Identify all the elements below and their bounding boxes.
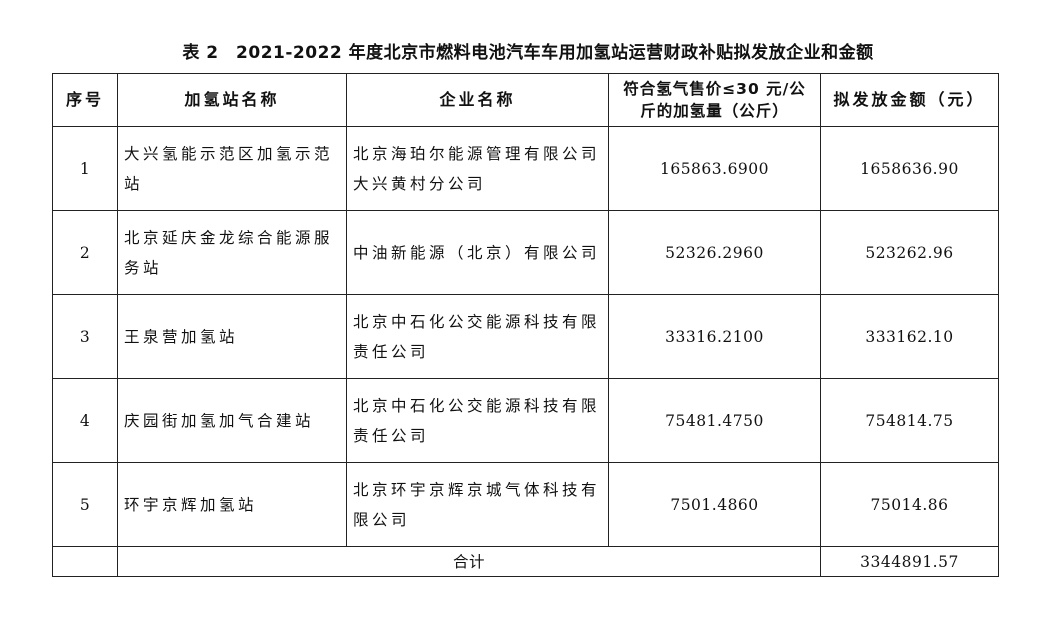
company-name: 北京环宇京辉京城气体科技有 限公司 [346, 462, 609, 547]
row-number: 1 [52, 126, 118, 211]
station-name-line: 站 [124, 174, 144, 193]
total-amount: 3344891.57 [820, 546, 999, 577]
row-number: 3 [52, 294, 118, 379]
table-row: 4 庆园街加氢加气合建站 北京中石化公交能源科技有限 责任公司 75481.4750 75… [52, 378, 999, 463]
company-name-line: 北京中石化公交能源科技有限 [353, 312, 601, 331]
total-label: 合计 [117, 546, 821, 577]
company-name: 中油新能源（北京）有限公司 [346, 210, 609, 295]
hydrogen-amount: 7501.4860 [608, 462, 821, 547]
station-name-line: 大兴氢能示范区加氢示范 [124, 144, 334, 163]
header-row: 序号 加氢站名称 企业名称 符合氢气售价≤30 元/公斤的加氢量（公斤） 拟发放… [52, 73, 999, 127]
subsidy-table: 序号 加氢站名称 企业名称 符合氢气售价≤30 元/公斤的加氢量（公斤） 拟发放… [52, 73, 999, 577]
subsidy-amount: 754814.75 [820, 378, 999, 463]
total-empty [52, 546, 118, 577]
company-name: 北京中石化公交能源科技有限 责任公司 [346, 294, 609, 379]
table-row: 5 环宇京辉加氢站 北京环宇京辉京城气体科技有 限公司 7501.4860 75014.8… [52, 462, 999, 547]
station-name-line: 北京延庆金龙综合能源服 [124, 228, 334, 247]
station-name: 环宇京辉加氢站 [117, 462, 347, 547]
hydrogen-amount: 75481.4750 [608, 378, 821, 463]
station-name: 庆园街加氢加气合建站 [117, 378, 347, 463]
company-name-line: 责任公司 [353, 342, 430, 361]
hydrogen-amount: 33316.2100 [608, 294, 821, 379]
hydrogen-amount: 52326.2960 [608, 210, 821, 295]
table-row: 1 大兴氢能示范区加氢示范站北京海珀尔能源管理有限公司 大兴黄村分公司 165863.… [52, 126, 999, 211]
subsidy-amount: 523262.96 [820, 210, 999, 295]
header-company: 企业名称 [346, 73, 609, 127]
company-name-line: 限公司 [353, 510, 411, 529]
subsidy-amount: 75014.86 [820, 462, 999, 547]
header-no: 序号 [52, 73, 118, 127]
company-name: 北京中石化公交能源科技有限 责任公司 [346, 378, 609, 463]
row-number: 2 [52, 210, 118, 295]
subsidy-amount: 333162.10 [820, 294, 999, 379]
subsidy-amount: 1658636.90 [820, 126, 999, 211]
table-row: 2 北京延庆金龙综合能源服 务站 中油新能源（北京）有限公司 52326.2960 523… [52, 210, 999, 295]
company-name: 北京海珀尔能源管理有限公司 大兴黄村分公司 [346, 126, 609, 211]
station-name-line: 环宇京辉加氢站 [124, 495, 258, 514]
station-name-line: 王泉营加氢站 [124, 327, 239, 346]
station-name: 北京延庆金龙综合能源服 务站 [117, 210, 347, 295]
station-name: 王泉营加氢站 [117, 294, 347, 379]
header-station: 加氢站名称 [117, 73, 347, 127]
company-name-line: 大兴黄村分公司 [353, 174, 487, 193]
station-name-line: 庆园街加氢加气合建站 [124, 411, 315, 430]
station-name: 大兴氢能示范区加氢示范站 [117, 126, 347, 211]
total-row: 合计 3344891.57 [52, 546, 999, 577]
hydrogen-amount: 165863.6900 [608, 126, 821, 211]
row-number: 5 [52, 462, 118, 547]
company-name-line: 北京海珀尔能源管理有限公司 [353, 144, 601, 163]
row-number: 4 [52, 378, 118, 463]
header-hydrogen: 符合氢气售价≤30 元/公斤的加氢量（公斤） [608, 73, 821, 127]
company-name-line: 责任公司 [353, 426, 430, 445]
header-amount: 拟发放金额（元） [820, 73, 999, 127]
company-name-line: 北京中石化公交能源科技有限 [353, 396, 601, 415]
company-name-line: 中油新能源（北京）有限公司 [353, 243, 601, 262]
table-row: 3 王泉营加氢站 北京中石化公交能源科技有限 责任公司 33316.2100 333162… [52, 294, 999, 379]
table-title: 表 2 2021-2022 年度北京市燃料电池汽车车用加氢站运营财政补贴拟发放企… [182, 43, 874, 63]
station-name-line: 务站 [124, 258, 163, 277]
company-name-line: 北京环宇京辉京城气体科技有 [353, 480, 601, 499]
